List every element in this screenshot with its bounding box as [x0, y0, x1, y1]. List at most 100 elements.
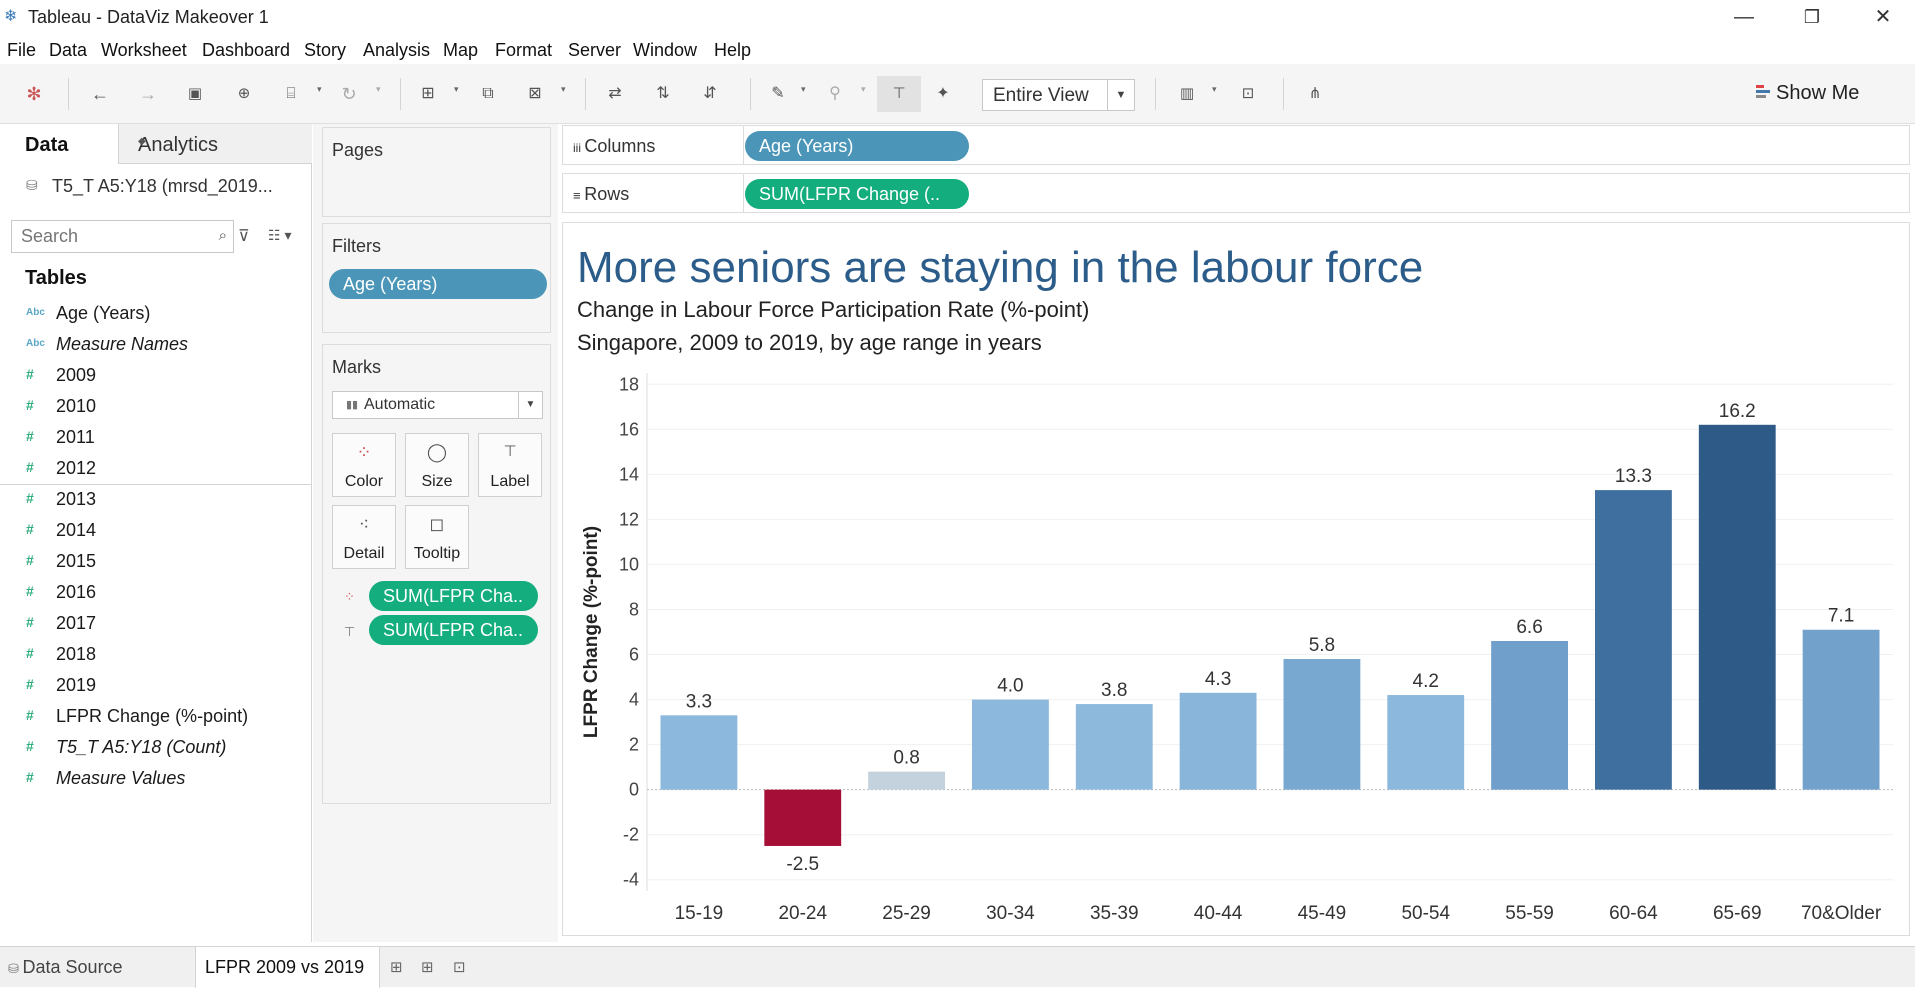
group-members-icon[interactable]: ⚲: [829, 85, 841, 102]
menu-dashboard[interactable]: Dashboard: [202, 40, 291, 60]
tooltip-button[interactable]: ◻ Tooltip: [405, 505, 469, 569]
save-icon[interactable]: ▣: [187, 85, 203, 102]
cards-visibility-icon[interactable]: ▥: [1179, 85, 1195, 102]
chevron-down-icon[interactable]: ▼: [518, 392, 542, 418]
field-item[interactable]: Abc Age (Years): [0, 299, 311, 329]
tab-data[interactable]: Data: [0, 124, 118, 164]
x-tick-label: 35-39: [1090, 903, 1139, 924]
fit-dropdown[interactable]: Entire View ▼: [982, 79, 1135, 111]
color-encoding-icon: ⁘: [344, 589, 355, 604]
close-button[interactable]: ✕: [1874, 6, 1892, 28]
field-item[interactable]: # 2009: [0, 361, 311, 391]
data-source-name[interactable]: T5_T A5:Y18 (mrsd_2019...: [52, 176, 273, 196]
columns-pill-age[interactable]: Age (Years): [745, 131, 969, 161]
analytics-menu-icon[interactable]: ◆: [138, 136, 146, 147]
y-tick-label: 2: [629, 735, 639, 755]
menu-map[interactable]: Map: [443, 40, 479, 60]
field-item[interactable]: # 2017: [0, 609, 311, 639]
field-item[interactable]: # 2014: [0, 516, 311, 546]
field-item[interactable]: # 2019: [0, 671, 311, 701]
fix-axes-icon[interactable]: ✦: [936, 85, 950, 102]
minimize-button[interactable]: —: [1734, 6, 1754, 28]
field-item[interactable]: Abc Measure Names: [0, 330, 311, 360]
cards-dropdown-icon[interactable]: ▾: [1212, 84, 1217, 94]
clear-sheet-icon[interactable]: ⊠: [528, 85, 542, 102]
detail-button[interactable]: ⁖ Detail: [332, 505, 396, 569]
refresh-dropdown-icon[interactable]: ▾: [376, 84, 381, 94]
maximize-button[interactable]: ❐: [1803, 7, 1821, 27]
new-worksheet-icon[interactable]: ⊞: [421, 85, 435, 102]
field-item[interactable]: # 2013: [0, 485, 311, 515]
rows-pill-lfpr[interactable]: SUM(LFPR Change (..: [745, 179, 969, 209]
show-me-button[interactable]: Show Me: [1756, 82, 1859, 105]
mark-type-dropdown[interactable]: ▮▮ Automatic ▼: [332, 391, 543, 419]
new-worksheet-tab-icon[interactable]: ⊞: [390, 959, 403, 976]
rows-icon: ≡: [573, 188, 585, 203]
pause-updates-icon[interactable]: ⌸: [286, 85, 296, 102]
redo-icon[interactable]: →: [139, 84, 157, 104]
detail-label: Detail: [343, 545, 385, 562]
duplicate-sheet-icon[interactable]: ⧉: [482, 85, 494, 102]
menu-file[interactable]: File: [7, 40, 37, 60]
filter-icon[interactable]: ⊽: [238, 228, 250, 245]
show-mark-labels-icon[interactable]: ⊤: [877, 76, 921, 112]
menu-format[interactable]: Format: [495, 40, 553, 60]
tab-data-source[interactable]: ⛁ Data Source: [8, 957, 123, 978]
sort-descending-icon[interactable]: ⇵: [703, 85, 717, 102]
menu-help[interactable]: Help: [714, 40, 752, 60]
menu-story[interactable]: Story: [304, 40, 347, 60]
label-button[interactable]: ⊤ Label: [478, 433, 542, 497]
swap-rows-columns-icon[interactable]: ⇄: [608, 85, 622, 102]
presentation-mode-icon[interactable]: ⊡: [1241, 85, 1255, 102]
field-label: Age (Years): [56, 303, 151, 323]
bar: [660, 715, 738, 790]
menu-data[interactable]: Data: [49, 40, 88, 60]
highlight-dropdown-icon[interactable]: ▾: [801, 84, 806, 94]
field-item[interactable]: # 2018: [0, 640, 311, 670]
color-button[interactable]: ⁘ Color: [332, 433, 396, 497]
field-item[interactable]: # 2010: [0, 392, 311, 422]
share-icon[interactable]: ⋔: [1308, 85, 1322, 102]
pages-card[interactable]: Pages: [322, 127, 551, 217]
sort-ascending-icon[interactable]: ⇅: [656, 85, 670, 102]
menu-analysis[interactable]: Analysis: [363, 40, 431, 60]
new-story-tab-icon[interactable]: ⊡: [453, 959, 466, 976]
chevron-down-icon[interactable]: ▼: [1107, 80, 1134, 110]
filter-pill-age[interactable]: Age (Years): [329, 269, 547, 299]
tableau-home-icon[interactable]: ✻: [26, 84, 42, 104]
field-item[interactable]: # 2012: [0, 454, 311, 484]
search-input[interactable]: [12, 221, 202, 252]
field-label: 2009: [56, 365, 97, 385]
filters-card[interactable]: Filters Age (Years): [322, 223, 551, 333]
field-item[interactable]: # 2015: [0, 547, 311, 577]
new-dashboard-tab-icon[interactable]: ⊞: [421, 959, 434, 976]
columns-shelf[interactable]: iii Columns Age (Years): [562, 125, 1910, 165]
y-tick-label: 12: [619, 509, 639, 529]
size-button[interactable]: ◯ Size: [405, 433, 469, 497]
pause-updates-dropdown-icon[interactable]: ▾: [317, 84, 322, 94]
label-measure-pill[interactable]: SUM(LFPR Cha..: [369, 615, 538, 645]
undo-icon[interactable]: ←: [91, 84, 109, 104]
field-item[interactable]: # LFPR Change (%-point): [0, 702, 311, 732]
rows-shelf[interactable]: ≡ Rows SUM(LFPR Change (..: [562, 173, 1910, 213]
menu-worksheet[interactable]: Worksheet: [101, 40, 187, 60]
field-item[interactable]: # 2016: [0, 578, 311, 608]
view-options-icon[interactable]: ☷ ▾: [268, 227, 292, 243]
group-dropdown-icon[interactable]: ▾: [861, 84, 866, 94]
tab-sheet-lfpr[interactable]: LFPR 2009 vs 2019: [195, 947, 380, 988]
field-item[interactable]: # Measure Values: [0, 764, 311, 794]
field-item[interactable]: # 2011: [0, 423, 311, 453]
y-tick-label: 18: [619, 374, 639, 394]
tab-analytics[interactable]: Analytics ◆: [118, 124, 312, 164]
menu-server[interactable]: Server: [568, 40, 622, 60]
field-item[interactable]: # T5_T A5:Y18 (Count): [0, 733, 311, 763]
new-worksheet-dropdown-icon[interactable]: ▾: [454, 84, 459, 94]
color-measure-pill[interactable]: SUM(LFPR Cha..: [369, 581, 538, 611]
search-box[interactable]: ⌕: [11, 220, 234, 253]
menu-window[interactable]: Window: [633, 40, 698, 60]
clear-sheet-dropdown-icon[interactable]: ▾: [561, 84, 566, 94]
new-data-source-icon[interactable]: ⊕: [237, 85, 251, 102]
highlight-icon[interactable]: ✎: [771, 85, 785, 102]
number-type-icon: #: [26, 738, 34, 754]
refresh-icon[interactable]: ↻: [341, 84, 357, 104]
